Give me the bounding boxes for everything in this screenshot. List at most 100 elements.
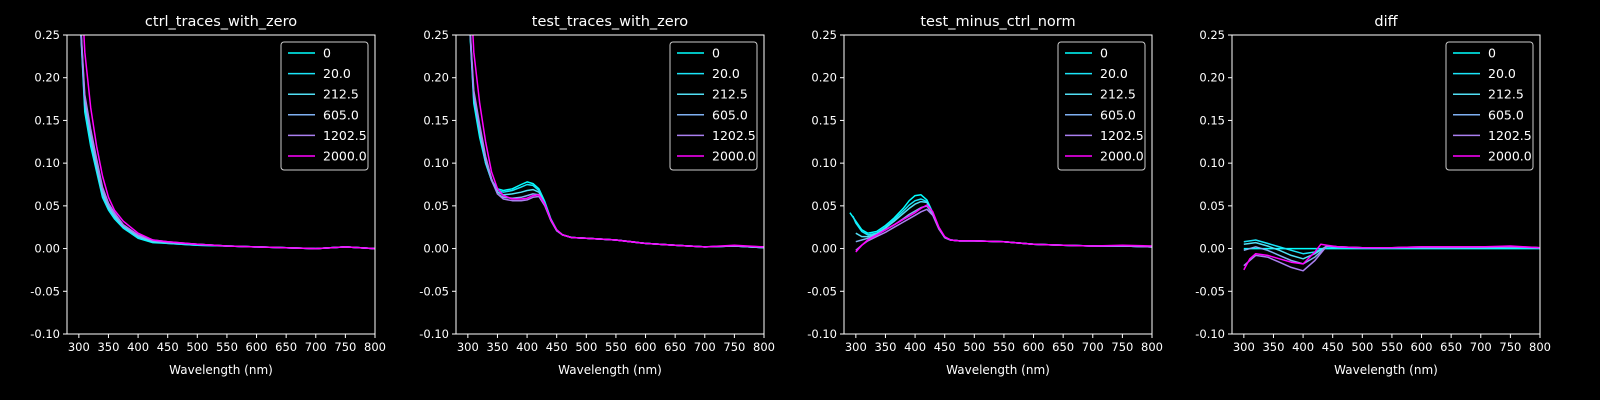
x-tick-label: 700 xyxy=(1082,340,1104,354)
y-tick-label: -0.05 xyxy=(30,284,60,298)
y-tick-label: 0.20 xyxy=(34,71,60,85)
plot-frame xyxy=(455,34,765,335)
legend-label: 605.0 xyxy=(1488,107,1524,122)
chart-panel-0: ctrl_traces_with_zero 300 350 400 450 500 550 6… xyxy=(30,14,386,377)
legend-label: 20.0 xyxy=(1100,66,1128,81)
x-axis-label: Wavelength (nm) xyxy=(946,363,1050,377)
x-tick-label: 350 xyxy=(874,340,896,354)
legend-label: 1202.5 xyxy=(712,128,756,143)
x-tick-label: 550 xyxy=(1381,340,1403,354)
x-tick-label: 750 xyxy=(1111,340,1133,354)
x-tick-label: 550 xyxy=(605,340,627,354)
legend-label: 212.5 xyxy=(1100,87,1136,102)
x-tick-label: 750 xyxy=(334,340,356,354)
chart-panel-1: test_traces_with_zero 300 350 400 450 500 550 6… xyxy=(419,14,775,377)
series-lines xyxy=(469,35,764,249)
y-tick-label: -0.10 xyxy=(30,327,60,341)
legend: 0 20.0 212.5 605.0 1202.5 2000.0 xyxy=(1057,41,1146,171)
legend-label: 2000.0 xyxy=(323,149,367,164)
x-tick-label: 650 xyxy=(275,340,297,354)
legend-label: 212.5 xyxy=(323,87,359,102)
y-tick-label: 0.15 xyxy=(34,113,60,127)
y-tick-label: -0.05 xyxy=(807,284,837,298)
y-tick-label: 0.20 xyxy=(811,71,837,85)
y-tick-label: 0.05 xyxy=(811,199,837,213)
chart-panel-2: test_minus_ctrl_norm 300 350 400 450 500 550 60… xyxy=(807,14,1163,377)
x-axis-label: Wavelength (nm) xyxy=(558,363,662,377)
y-tick-label: 0.10 xyxy=(811,156,837,170)
y-tick-label: -0.10 xyxy=(807,327,837,341)
x-tick-label: 600 xyxy=(246,340,268,354)
x-tick-label: 300 xyxy=(68,340,90,354)
y-tick-label: -0.10 xyxy=(1195,327,1225,341)
chart-title: ctrl_traces_with_zero xyxy=(145,14,297,30)
legend-label: 0 xyxy=(1488,46,1496,61)
x-tick-label: 400 xyxy=(516,340,538,354)
legend: 0 20.0 212.5 605.0 1202.5 2000.0 xyxy=(280,41,369,171)
y-tick-label: 0.05 xyxy=(1199,199,1225,213)
y-tick-label: 0.15 xyxy=(811,113,837,127)
series-line-2000.0 xyxy=(472,35,764,248)
y-tick-label: 0.05 xyxy=(34,199,60,213)
legend-label: 212.5 xyxy=(712,87,748,102)
y-tick-label: 0.15 xyxy=(1199,113,1225,127)
y-tick-label: 0.00 xyxy=(1199,242,1225,256)
series-lines xyxy=(1243,239,1540,272)
x-tick-label: 500 xyxy=(1351,340,1373,354)
y-tick-label: 0.20 xyxy=(1199,71,1225,85)
legend-label: 605.0 xyxy=(1100,107,1136,122)
x-tick-label: 800 xyxy=(1141,340,1163,354)
y-tick-label: 0.20 xyxy=(423,71,449,85)
x-tick-label: 650 xyxy=(1440,340,1462,354)
x-axis-label: Wavelength (nm) xyxy=(169,363,273,377)
x-tick-label: 350 xyxy=(97,340,119,354)
plot-frame xyxy=(1231,34,1541,335)
x-tick-label: 650 xyxy=(664,340,686,354)
legend-label: 0 xyxy=(712,46,720,61)
plot-frame xyxy=(843,34,1153,335)
legend-label: 1202.5 xyxy=(1488,128,1532,143)
x-tick-label: 500 xyxy=(963,340,985,354)
x-tick-label: 500 xyxy=(575,340,597,354)
x-tick-label: 400 xyxy=(127,340,149,354)
x-tick-label: 550 xyxy=(216,340,238,354)
series-lines xyxy=(849,194,1152,253)
x-tick-label: 600 xyxy=(635,340,657,354)
x-tick-label: 450 xyxy=(546,340,568,354)
x-tick-label: 400 xyxy=(904,340,926,354)
x-tick-label: 350 xyxy=(1262,340,1284,354)
legend-label: 0 xyxy=(323,46,331,61)
y-tick-label: -0.05 xyxy=(1195,284,1225,298)
y-tick-label: 0.25 xyxy=(1199,28,1225,42)
x-tick-label: 600 xyxy=(1411,340,1433,354)
series-line-2000.0 xyxy=(1243,243,1540,271)
x-tick-label: 800 xyxy=(1529,340,1551,354)
x-tick-label: 700 xyxy=(1470,340,1492,354)
plot-frame xyxy=(66,34,376,335)
x-tick-label: 450 xyxy=(157,340,179,354)
y-tick-label: 0.05 xyxy=(423,199,449,213)
legend: 0 20.0 212.5 605.0 1202.5 2000.0 xyxy=(1445,41,1534,171)
legend-label: 1202.5 xyxy=(323,128,367,143)
y-tick-label: -0.10 xyxy=(419,327,449,341)
legend-label: 20.0 xyxy=(1488,66,1516,81)
legend-label: 212.5 xyxy=(1488,87,1524,102)
x-tick-label: 450 xyxy=(934,340,956,354)
chart-title: test_traces_with_zero xyxy=(532,14,689,30)
x-tick-label: 750 xyxy=(1499,340,1521,354)
legend-label: 0 xyxy=(1100,46,1108,61)
y-tick-label: 0.10 xyxy=(1199,156,1225,170)
y-tick-label: 0.00 xyxy=(34,242,60,256)
legend-label: 20.0 xyxy=(712,66,740,81)
y-tick-label: 0.00 xyxy=(811,242,837,256)
x-tick-label: 350 xyxy=(486,340,508,354)
x-tick-label: 550 xyxy=(993,340,1015,354)
x-tick-label: 800 xyxy=(364,340,386,354)
x-axis-label: Wavelength (nm) xyxy=(1334,363,1438,377)
x-tick-label: 400 xyxy=(1292,340,1314,354)
legend-label: 1202.5 xyxy=(1100,128,1144,143)
y-tick-label: 0.25 xyxy=(34,28,60,42)
legend-label: 605.0 xyxy=(323,107,359,122)
